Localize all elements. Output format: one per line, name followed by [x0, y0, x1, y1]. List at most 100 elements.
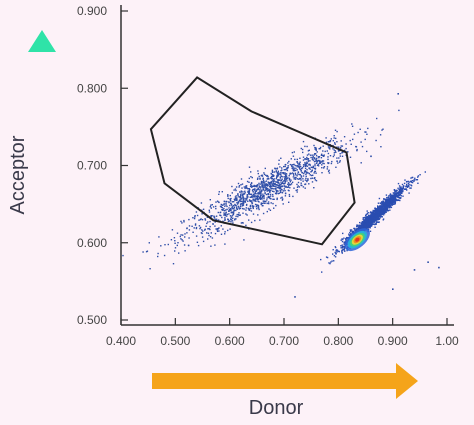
- data-point: [232, 212, 235, 214]
- data-point: [241, 187, 243, 189]
- data-point: [254, 191, 257, 193]
- data-point: [248, 193, 250, 195]
- data-point: [427, 261, 429, 263]
- data-point: [306, 179, 308, 182]
- data-point: [392, 198, 394, 201]
- data-point: [296, 169, 298, 171]
- data-point: [248, 188, 250, 190]
- data-point: [280, 174, 282, 176]
- data-point: [273, 190, 275, 193]
- data-point: [376, 117, 378, 120]
- data-point: [240, 184, 242, 186]
- data-point: [280, 179, 282, 181]
- data-point: [315, 148, 317, 150]
- data-point: [400, 190, 402, 192]
- data-point: [251, 203, 253, 205]
- data-point: [355, 146, 358, 148]
- data-point: [391, 194, 393, 197]
- data-point: [228, 213, 230, 215]
- data-point: [306, 169, 308, 171]
- data-point: [270, 187, 272, 189]
- data-point: [174, 250, 176, 252]
- data-point: [372, 209, 374, 212]
- data-point: [241, 194, 244, 197]
- data-point: [397, 194, 399, 197]
- data-point: [408, 183, 410, 186]
- data-point: [296, 175, 298, 177]
- data-point: [307, 178, 309, 180]
- data-point: [252, 205, 254, 208]
- data-point: [379, 212, 381, 215]
- data-point: [307, 172, 309, 174]
- data-point: [341, 250, 343, 252]
- data-point: [293, 163, 295, 166]
- data-point: [386, 206, 388, 208]
- data-point: [363, 223, 365, 226]
- data-point: [210, 245, 212, 247]
- data-point: [400, 191, 402, 194]
- data-point: [327, 156, 329, 158]
- y-axis-label: Acceptor: [7, 135, 29, 214]
- y-tick-label: 0.800: [77, 81, 107, 95]
- data-point: [302, 164, 305, 166]
- data-point: [281, 185, 283, 188]
- data-point: [317, 159, 320, 162]
- data-point: [249, 185, 252, 188]
- data-point: [254, 192, 257, 195]
- data-point: [380, 207, 382, 209]
- data-point: [314, 153, 317, 155]
- data-point: [338, 157, 340, 159]
- data-point: [374, 211, 376, 214]
- data-point: [356, 225, 358, 228]
- data-point: [393, 202, 395, 204]
- data-point: [333, 152, 336, 154]
- data-point: [353, 133, 356, 135]
- data-point: [277, 182, 279, 184]
- data-point: [300, 147, 302, 150]
- data-point: [216, 228, 219, 230]
- data-point: [279, 177, 282, 179]
- data-point: [415, 179, 418, 181]
- data-point: [336, 141, 338, 143]
- data-point: [379, 205, 382, 207]
- data-point: [288, 177, 291, 180]
- data-point: [390, 204, 392, 207]
- data-point: [252, 196, 254, 198]
- data-point: [230, 219, 233, 221]
- x-tick-label: 0.500: [160, 334, 190, 348]
- data-point: [382, 218, 385, 220]
- data-point: [369, 215, 371, 217]
- data-point: [250, 176, 252, 178]
- data-point: [301, 167, 304, 169]
- data-point: [157, 255, 159, 258]
- data-point: [188, 237, 190, 239]
- data-point: [248, 181, 250, 183]
- data-point: [238, 208, 241, 210]
- data-point: [265, 193, 268, 196]
- data-point: [249, 189, 251, 191]
- data-point: [283, 183, 286, 185]
- data-point: [398, 189, 400, 191]
- data-point: [229, 209, 232, 212]
- data-point: [396, 199, 399, 201]
- data-point: [241, 200, 243, 202]
- data-point: [399, 194, 401, 196]
- data-point: [312, 156, 314, 158]
- data-point: [281, 178, 283, 180]
- data-point: [409, 187, 411, 189]
- data-point: [379, 134, 382, 136]
- data-point: [387, 197, 390, 199]
- data-point: [250, 185, 252, 187]
- data-point: [275, 193, 277, 195]
- data-point: [285, 174, 287, 177]
- data-point: [342, 248, 345, 251]
- data-point: [243, 202, 245, 204]
- data-point: [329, 155, 332, 157]
- data-point: [254, 188, 256, 190]
- data-point: [382, 204, 384, 206]
- data-point: [191, 225, 193, 227]
- data-point: [438, 266, 440, 269]
- data-point: [298, 165, 300, 167]
- data-point: [306, 145, 308, 148]
